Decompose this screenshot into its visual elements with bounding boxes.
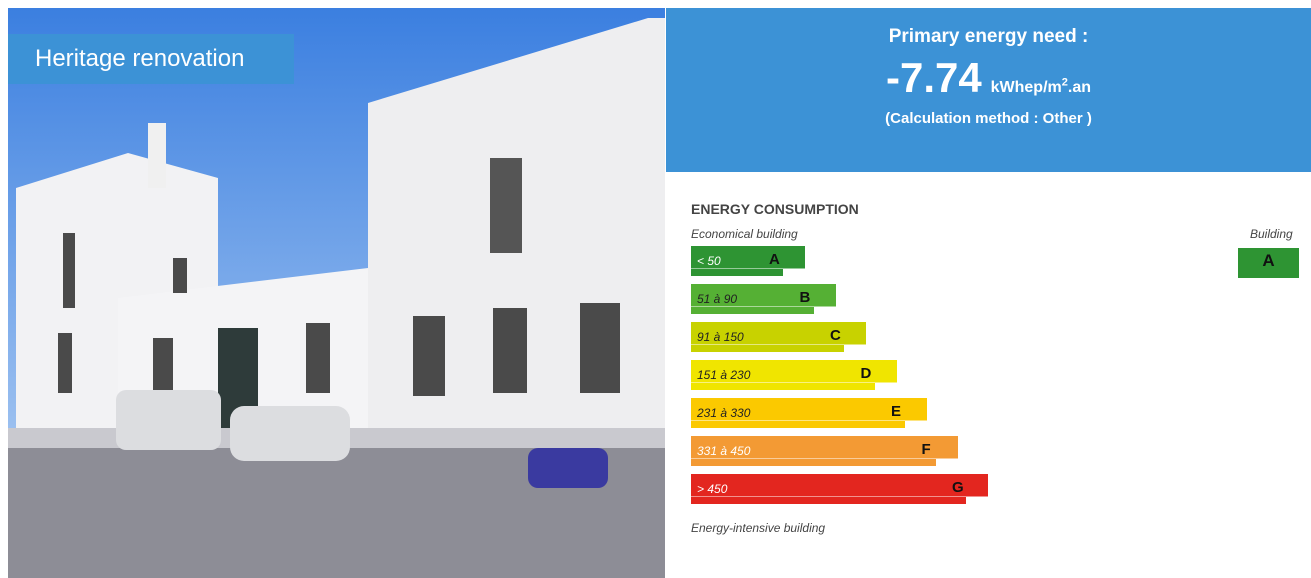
rating-bar: > 450 G (691, 474, 988, 504)
energy-value: -7.74 (886, 54, 982, 101)
rating-letter: F (921, 441, 931, 458)
rating-bar-base (691, 496, 966, 504)
rating-bar-base (691, 382, 875, 390)
energy-title: Primary energy need : (888, 26, 1089, 47)
rating-range: 51 à 90 (697, 292, 738, 306)
consumption-title: ENERGY CONSUMPTION (691, 201, 859, 217)
rating-range: 91 à 150 (697, 330, 744, 344)
energy-value-line: -7.74 kWhep/m2.an (666, 54, 1311, 102)
rating-range: < 50 (697, 254, 721, 268)
rating-range: 331 à 450 (697, 444, 751, 458)
rating-letter: A (769, 251, 780, 268)
rating-letter: E (891, 403, 902, 420)
top-label: Economical building (691, 227, 798, 241)
rating-bar-base (691, 458, 936, 466)
rating-bar: 91 à 150 C (691, 322, 866, 352)
rating-bar-base (691, 420, 905, 428)
rating-letter: C (830, 327, 841, 344)
bottom-label: Energy-intensive building (691, 521, 826, 535)
energy-method: (Calculation method : Other ) (885, 110, 1092, 127)
rating-letter: D (860, 365, 872, 382)
rating-letter: B (799, 289, 811, 306)
energy-unit-sup: 2 (1061, 76, 1068, 89)
rating-range: > 450 (697, 482, 728, 496)
energy-unit-suffix: .an (1067, 79, 1091, 96)
rating-range: 151 à 230 (697, 368, 751, 382)
building-grade: A (1238, 248, 1299, 278)
building-photo (8, 8, 665, 578)
rating-bar: 151 à 230 D (691, 360, 897, 390)
building-label: Building (1250, 227, 1293, 241)
rating-bar-base (691, 306, 814, 314)
rating-bar: 51 à 90 B (691, 284, 836, 314)
photo-tag: Heritage renovation (8, 34, 294, 84)
energy-unit: kWhep/m (990, 79, 1062, 96)
energy-box: Primary energy need : -7.74 kWhep/m2.an … (666, 8, 1311, 172)
rating-bar-base (691, 268, 783, 276)
rating-bar-base (691, 344, 844, 352)
rating-range: 231 à 330 (697, 406, 751, 420)
rating-bar: 231 à 330 E (691, 398, 927, 428)
rating-bar: < 50 A (691, 246, 805, 276)
rating-letter: G (952, 479, 964, 496)
rating-bar: 331 à 450 F (691, 436, 958, 466)
